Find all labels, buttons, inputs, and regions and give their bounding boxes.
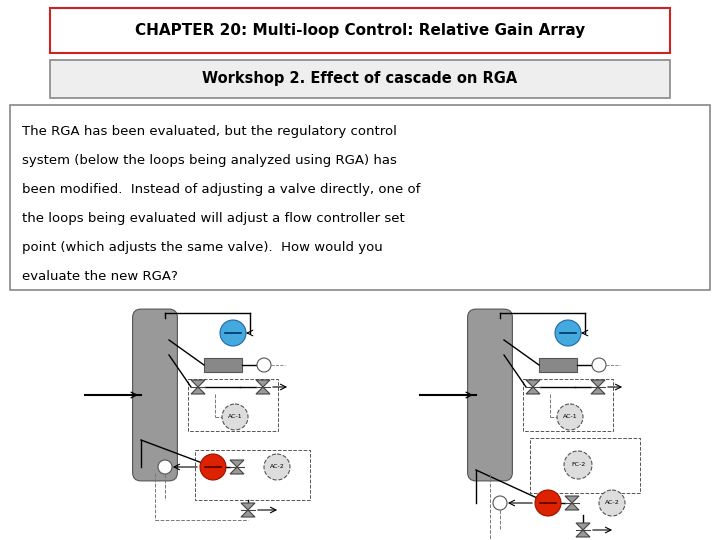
Circle shape <box>535 490 561 516</box>
Polygon shape <box>526 380 540 387</box>
Circle shape <box>555 320 581 346</box>
Circle shape <box>264 454 290 480</box>
Text: evaluate the new RGA?: evaluate the new RGA? <box>22 270 178 283</box>
Text: point (which adjusts the same valve).  How would you: point (which adjusts the same valve). Ho… <box>22 241 383 254</box>
Polygon shape <box>576 523 590 530</box>
Bar <box>10 105 710 290</box>
Polygon shape <box>191 380 205 387</box>
Circle shape <box>592 358 606 372</box>
Bar <box>530 438 640 493</box>
Bar <box>539 358 577 372</box>
Polygon shape <box>576 530 590 537</box>
Polygon shape <box>191 387 205 394</box>
Polygon shape <box>256 387 270 394</box>
Text: AC-1: AC-1 <box>563 415 577 420</box>
Circle shape <box>222 404 248 430</box>
Text: The RGA has been evaluated, but the regulatory control: The RGA has been evaluated, but the regu… <box>22 125 397 138</box>
Polygon shape <box>230 467 244 474</box>
Polygon shape <box>241 503 255 510</box>
Polygon shape <box>591 380 605 387</box>
Circle shape <box>599 490 625 516</box>
Bar <box>204 358 242 372</box>
Bar <box>195 450 310 500</box>
Polygon shape <box>230 460 244 467</box>
Bar <box>50 60 670 98</box>
Text: AC-2: AC-2 <box>269 464 284 469</box>
Circle shape <box>158 460 172 474</box>
Circle shape <box>257 358 271 372</box>
Text: been modified.  Instead of adjusting a valve directly, one of: been modified. Instead of adjusting a va… <box>22 183 420 196</box>
Bar <box>188 379 278 431</box>
Text: CHAPTER 20: Multi-loop Control: Relative Gain Array: CHAPTER 20: Multi-loop Control: Relative… <box>135 24 585 38</box>
Circle shape <box>493 496 507 510</box>
Polygon shape <box>565 503 579 510</box>
Circle shape <box>564 451 592 479</box>
Circle shape <box>220 320 246 346</box>
Text: AC-1: AC-1 <box>228 415 243 420</box>
Bar <box>50 8 670 53</box>
Text: system (below the loops being analyzed using RGA) has: system (below the loops being analyzed u… <box>22 154 397 167</box>
Text: the loops being evaluated will adjust a flow controller set: the loops being evaluated will adjust a … <box>22 212 405 225</box>
FancyBboxPatch shape <box>132 309 177 481</box>
Polygon shape <box>591 387 605 394</box>
Circle shape <box>557 404 583 430</box>
Text: Workshop 2. Effect of cascade on RGA: Workshop 2. Effect of cascade on RGA <box>202 71 518 86</box>
Circle shape <box>200 454 226 480</box>
Polygon shape <box>241 510 255 517</box>
Text: AC-2: AC-2 <box>605 501 619 505</box>
Polygon shape <box>526 387 540 394</box>
Text: FC-2: FC-2 <box>571 462 585 468</box>
Bar <box>523 379 613 431</box>
Polygon shape <box>565 496 579 503</box>
Polygon shape <box>256 380 270 387</box>
FancyBboxPatch shape <box>467 309 513 481</box>
